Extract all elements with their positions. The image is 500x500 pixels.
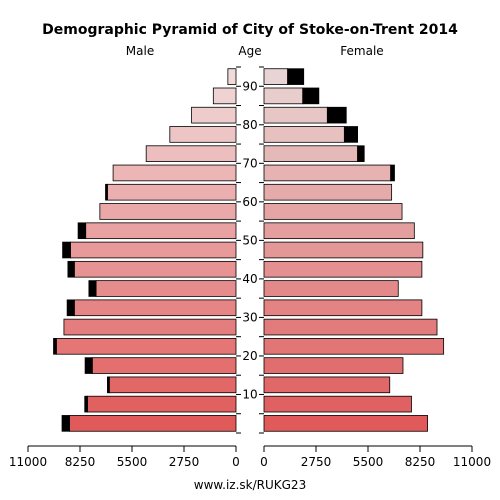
age-label-50: 50	[242, 233, 257, 247]
female-extra-bar-70-74	[357, 145, 365, 162]
female-extra-bar-80-84	[326, 106, 347, 124]
male-x-tick-label: 5500	[117, 455, 148, 469]
male-bar-40-44	[73, 260, 237, 278]
bars-layer	[53, 68, 445, 432]
male-extra-bar-0-4	[61, 415, 70, 432]
female-extra-bar-90+	[287, 68, 305, 85]
male-x-tick-label: 0	[232, 455, 240, 469]
male-bar-25-29	[63, 318, 237, 336]
axes-layer: 10 20 30 40 50 60 70 80 90 11000 8250 5500 2750 0 0 275…	[9, 66, 491, 469]
male-bar-0-4	[69, 415, 237, 432]
male-extra-bar-10-14	[107, 376, 110, 394]
female-x-tick-label: 2750	[301, 455, 332, 469]
age-label-90: 90	[242, 79, 257, 93]
male-x-tick-label: 2750	[169, 455, 200, 469]
male-bar-15-19	[91, 357, 237, 374]
male-bar-65-69	[112, 164, 237, 182]
male-bar-10-14	[108, 376, 237, 394]
female-bar-20-24	[263, 338, 445, 355]
male-header: Male	[126, 44, 154, 58]
male-extra-bar-15-19	[84, 357, 93, 374]
female-bar-5-9	[263, 395, 412, 413]
female-bar-90+	[263, 68, 289, 85]
female-bar-50-54	[263, 222, 415, 240]
male-bar-85-89	[212, 87, 237, 105]
male-bar-50-54	[85, 222, 237, 240]
female-bar-15-19	[263, 357, 404, 374]
female-extra-bar-85-89	[302, 87, 320, 105]
female-bar-65-69	[263, 164, 392, 182]
male-extra-bar-40-44	[67, 260, 75, 278]
female-bar-75-79	[263, 126, 345, 143]
age-label-70: 70	[242, 156, 257, 170]
female-x-tick-label: 5500	[353, 455, 384, 469]
male-bar-60-64	[107, 183, 237, 201]
female-extra-bar-75-79	[343, 126, 359, 143]
age-label-80: 80	[242, 118, 257, 132]
age-label-60: 60	[242, 195, 257, 209]
female-bar-70-74	[263, 145, 358, 162]
chart-title: Demographic Pyramid of City of Stoke-on-…	[42, 22, 458, 38]
age-label-40: 40	[242, 272, 257, 286]
male-bar-5-9	[87, 395, 237, 413]
age-label-30: 30	[242, 310, 257, 324]
male-bar-75-79	[169, 126, 237, 143]
male-x-tick-label: 8250	[65, 455, 96, 469]
male-extra-bar-5-9	[84, 395, 88, 413]
male-bar-45-49	[70, 241, 237, 259]
age-header: Age	[238, 44, 261, 58]
male-bar-35-39	[95, 280, 237, 297]
female-x-tick-label: 8250	[405, 455, 436, 469]
female-bar-85-89	[263, 87, 304, 105]
female-bar-60-64	[263, 183, 393, 201]
female-bar-35-39	[263, 280, 399, 297]
male-bar-70-74	[145, 145, 237, 162]
female-bar-25-29	[263, 318, 438, 336]
female-bar-0-4	[263, 415, 428, 432]
female-x-tick-label: 0	[260, 455, 268, 469]
male-x-tick-label: 11000	[9, 455, 47, 469]
female-bar-40-44	[263, 260, 423, 278]
female-bar-10-14	[263, 376, 391, 394]
male-extra-bar-35-39	[88, 280, 97, 297]
male-bar-90+	[227, 68, 237, 85]
male-bar-80-84	[191, 106, 237, 124]
footer-url: www.iz.sk/RUKG23	[194, 478, 306, 492]
male-bar-20-24	[55, 338, 237, 355]
male-bar-30-34	[73, 299, 237, 317]
female-bar-55-59	[263, 203, 403, 220]
male-extra-bar-60-64	[105, 183, 108, 201]
female-x-tick-label: 11000	[453, 455, 491, 469]
female-bar-30-34	[263, 299, 423, 317]
male-bar-55-59	[99, 203, 237, 220]
male-extra-bar-30-34	[66, 299, 75, 317]
age-label-10: 10	[242, 387, 257, 401]
female-extra-bar-65-69	[390, 164, 395, 182]
female-bar-45-49	[263, 241, 424, 259]
male-extra-bar-50-54	[77, 222, 87, 240]
male-extra-bar-20-24	[53, 338, 57, 355]
female-header: Female	[340, 44, 383, 58]
age-label-20: 20	[242, 349, 257, 363]
male-extra-bar-45-49	[62, 241, 71, 259]
female-bar-80-84	[263, 106, 328, 124]
